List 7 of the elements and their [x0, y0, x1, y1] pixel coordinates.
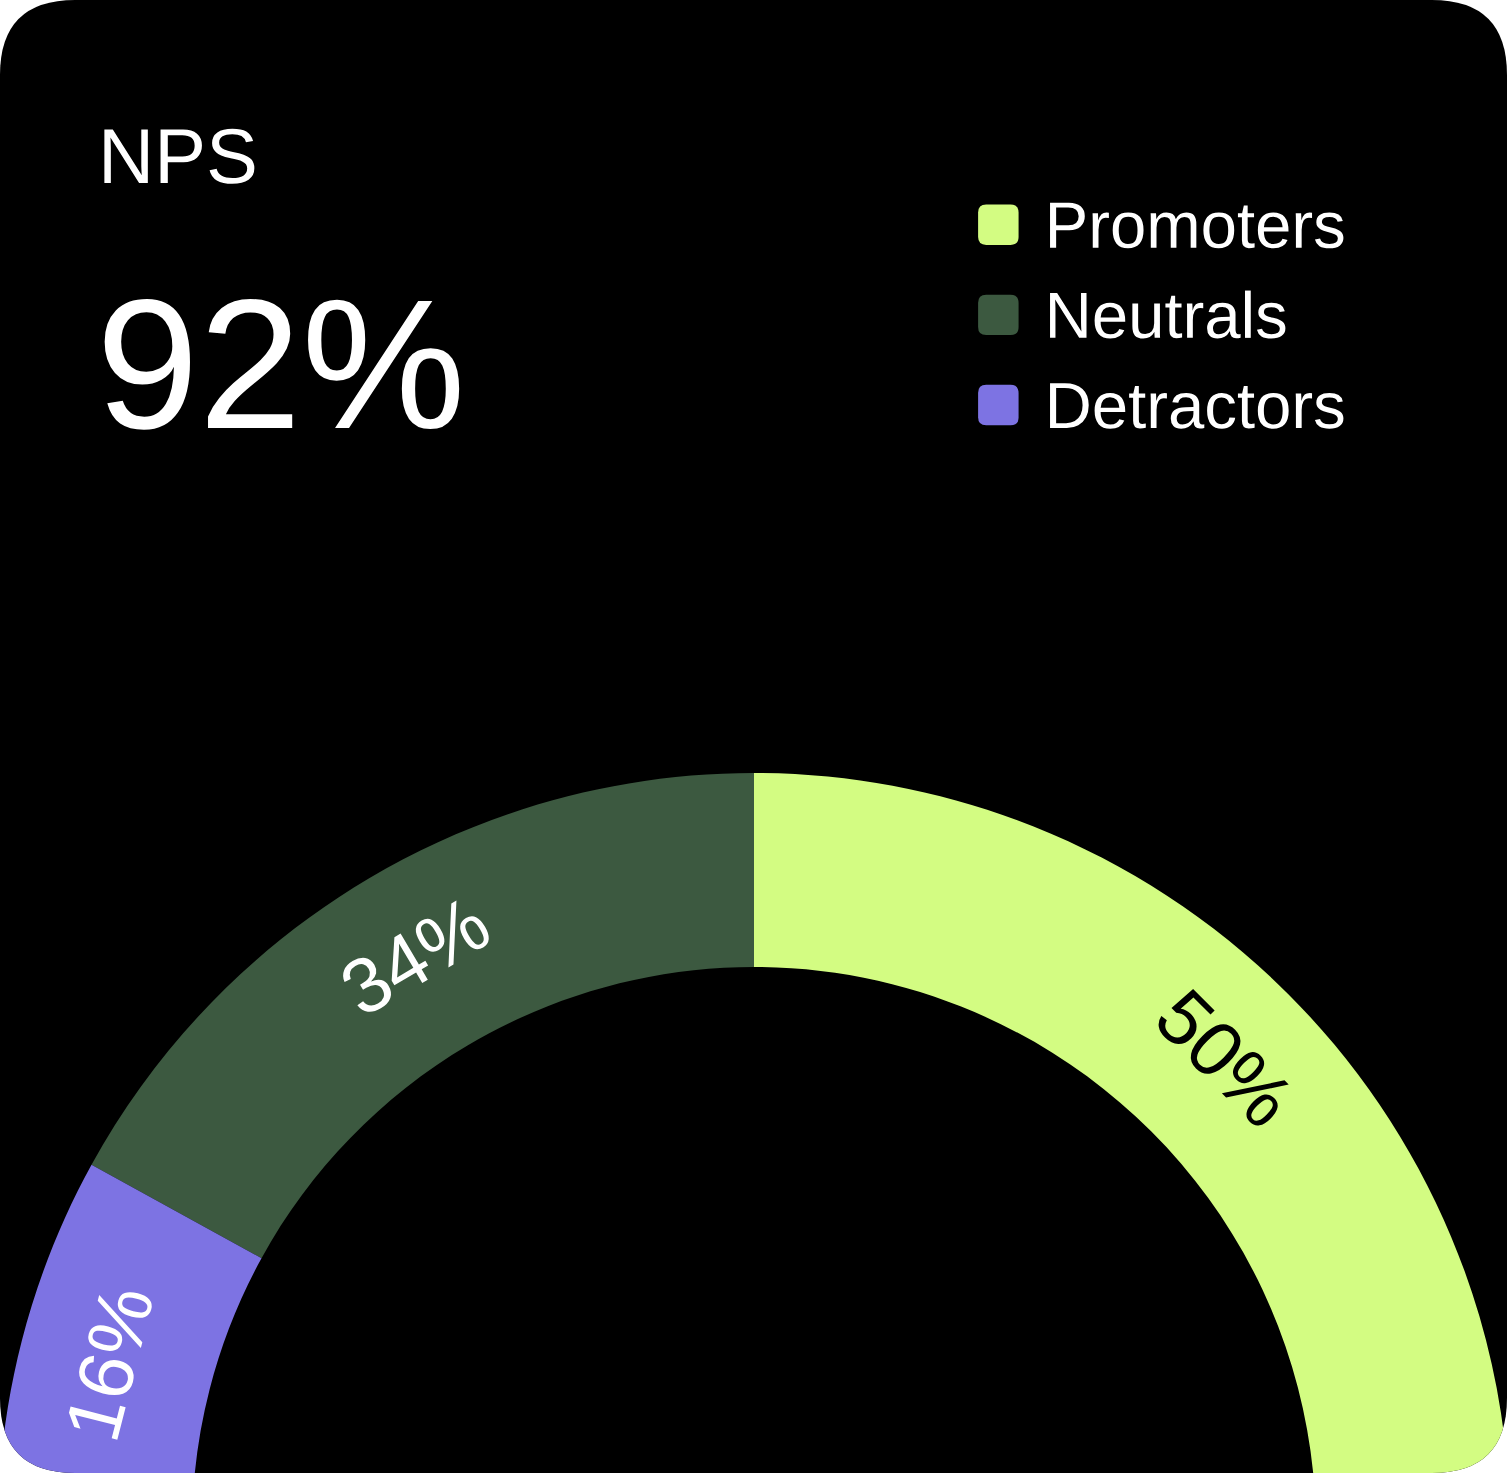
- chart-title: NPS: [104, 128, 255, 184]
- data-label: 16%: [64, 1283, 155, 1440]
- chart-subtitle: 92%: [104, 299, 460, 430]
- data-label: 34%: [336, 894, 494, 1018]
- legend-label: Detractors: [1050, 383, 1344, 429]
- legend-label: Neutrals: [1050, 290, 1286, 339]
- legend-label: Promoters: [1050, 202, 1344, 249]
